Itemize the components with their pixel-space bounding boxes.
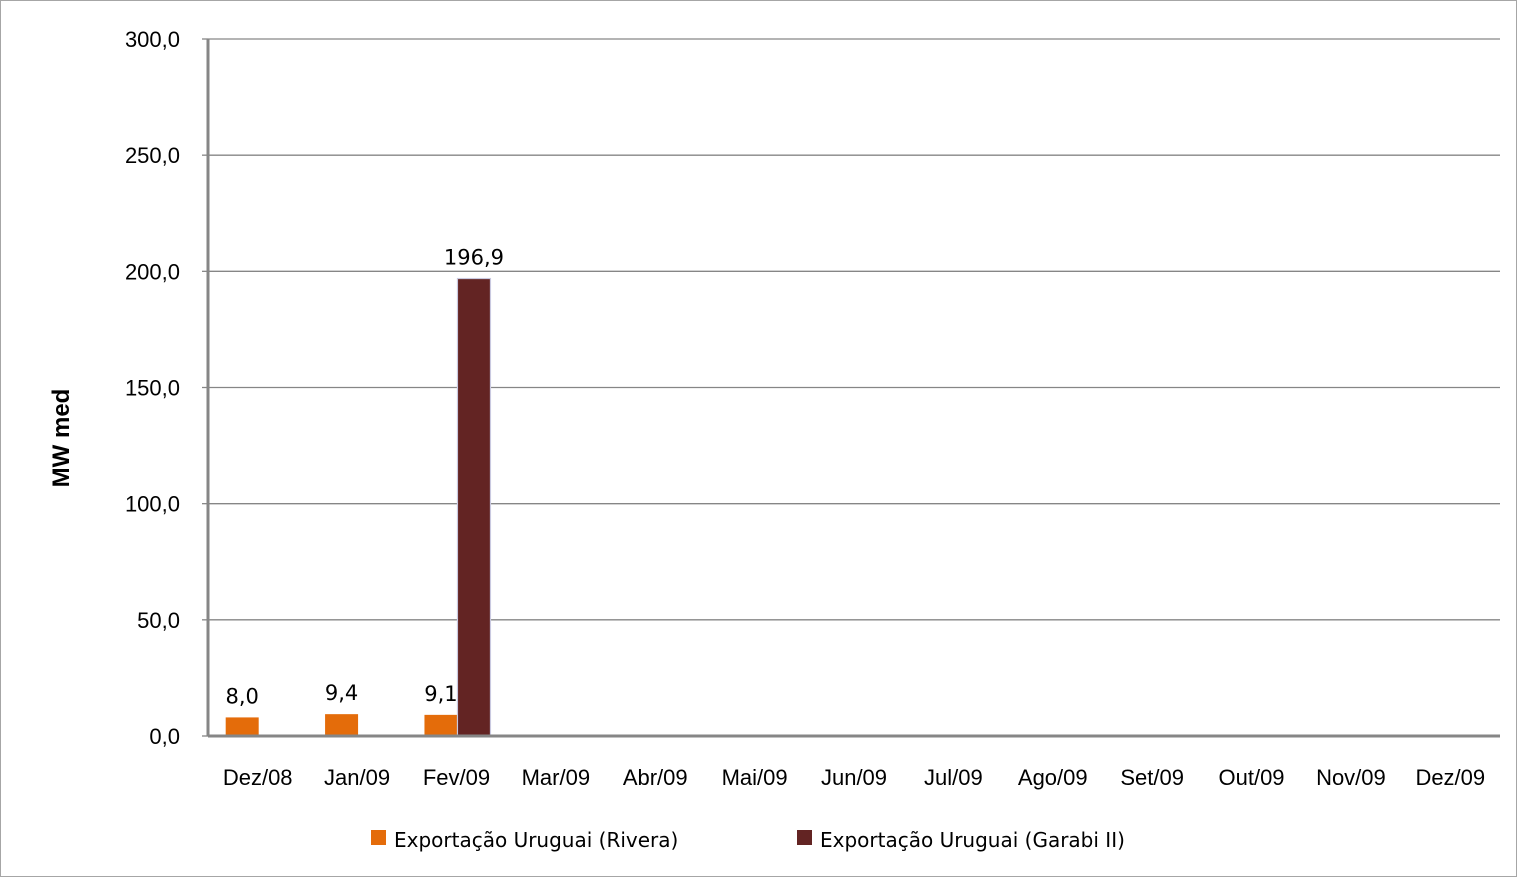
y-axis-label: MW med <box>48 389 75 488</box>
x-tick-label: Jun/09 <box>821 765 887 790</box>
x-tick-label: Set/09 <box>1120 765 1184 790</box>
data-labels: 8,0 9,4 9,1 196,9 <box>225 246 504 709</box>
bar <box>456 277 492 737</box>
data-label: 9,1 <box>424 682 457 706</box>
legend-label-rivera: Exportação Uruguai (Rivera) <box>394 828 678 852</box>
x-tick-label: Abr/09 <box>623 765 688 790</box>
y-tick-label: 0,0 <box>149 724 180 749</box>
axes <box>206 39 1500 738</box>
legend-swatch-rivera <box>371 830 386 845</box>
x-tick-label: Fev/09 <box>423 765 490 790</box>
y-tick-label: 300,0 <box>125 27 180 52</box>
x-tick-label: Mar/09 <box>522 765 590 790</box>
data-label: 9,4 <box>325 681 358 705</box>
y-tick-label: 100,0 <box>125 492 180 517</box>
bars <box>225 277 492 737</box>
x-tick-label: Dez/09 <box>1415 765 1485 790</box>
data-label: 8,0 <box>225 684 258 708</box>
legend-swatch-garabi <box>797 830 812 845</box>
data-label: 196,9 <box>444 246 504 270</box>
legend-label-garabi: Exportação Uruguai (Garabi II) <box>820 828 1125 852</box>
bar <box>225 717 259 736</box>
y-tick-label: 200,0 <box>125 259 180 284</box>
x-tick-label: Nov/09 <box>1316 765 1386 790</box>
gridlines <box>202 38 1500 737</box>
x-tick-label: Dez/08 <box>223 765 293 790</box>
x-tick-label: Out/09 <box>1219 765 1285 790</box>
y-tick-labels: 0,0 50,0 100,0 150,0 200,0 250,0 300,0 <box>125 27 180 749</box>
x-tick-label: Jul/09 <box>924 765 983 790</box>
x-tick-label: Ago/09 <box>1018 765 1088 790</box>
legend: Exportação Uruguai (Rivera) Exportação U… <box>371 828 1125 852</box>
bar <box>424 714 458 736</box>
y-tick-label: 150,0 <box>125 376 180 401</box>
x-tick-labels: Dez/08 Jan/09 Fev/09 Mar/09 Abr/09 Mai/09 Jun/… <box>223 765 1485 790</box>
y-tick-label: 250,0 <box>125 143 180 168</box>
y-tick-label: 50,0 <box>137 608 180 633</box>
x-tick-label: Mai/09 <box>722 765 788 790</box>
bar <box>325 714 359 736</box>
x-tick-label: Jan/09 <box>324 765 390 790</box>
